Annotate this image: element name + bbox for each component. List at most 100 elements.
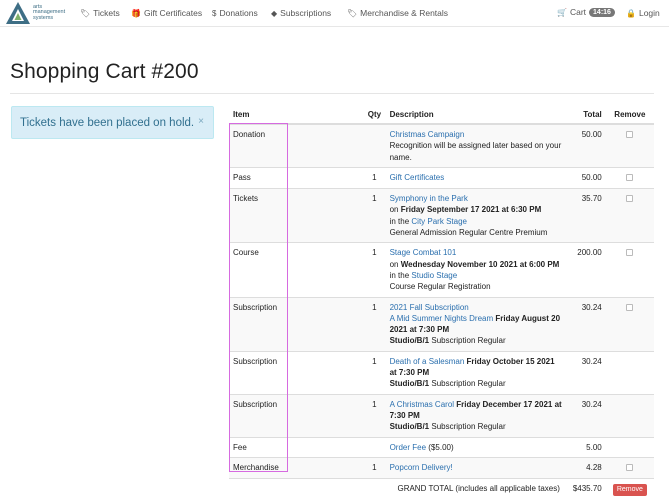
lock-icon: 🔒	[626, 8, 636, 18]
table-row: Subscription 1 A Christmas Carol Friday …	[229, 393, 654, 438]
row-total: 50.00	[565, 166, 606, 189]
row-item: Pass	[229, 166, 364, 189]
row-total: 30.24	[565, 350, 606, 395]
nav-merchandise[interactable]: 🏷 Merchandise & Rentals	[347, 8, 449, 18]
brand-text: arts management systems	[33, 3, 66, 21]
nav-subscriptions[interactable]: ◆ Subscriptions	[271, 8, 332, 18]
performance-link[interactable]: A Mid Summer Nights Dream	[389, 313, 494, 323]
page-title: Shopping Cart #200	[10, 60, 199, 83]
header-remove: Remove	[605, 107, 654, 125]
alert-message: Tickets have been placed on hold.	[20, 116, 195, 129]
row-remove	[605, 166, 654, 189]
table-row: Tickets 1 Symphony in the Park on Friday…	[229, 188, 654, 243]
row-item: Merchandise	[229, 456, 364, 479]
title-divider	[10, 93, 654, 94]
grand-total-label: GRAND TOTAL (includes all applicable tax…	[229, 478, 566, 500]
gift-icon: 🎁	[131, 8, 141, 18]
row-total: 4.28	[565, 456, 606, 479]
remove-button[interactable]: Remove	[612, 484, 647, 497]
row-description: Order Fee ($5.00)	[385, 436, 566, 458]
venue-link[interactable]: City Park Stage	[411, 216, 467, 226]
row-description: Death of a Salesman Friday October 15 20…	[385, 350, 566, 395]
row-total: 50.00	[565, 123, 606, 168]
row-qty: 1	[363, 296, 386, 352]
row-description: Gift Certificates	[385, 166, 566, 189]
item-link[interactable]: Symphony in the Park	[389, 194, 468, 204]
nav-tickets[interactable]: 🏷 Tickets	[80, 8, 120, 18]
remove-checkbox[interactable]	[626, 303, 634, 311]
row-description: A Christmas Carol Friday December 17 202…	[385, 393, 566, 438]
table-row: Subscription 1 Death of a Salesman Frida…	[229, 350, 654, 395]
top-navbar: arts management systems 🏷 Tickets 🎁 Gift C…	[0, 0, 669, 27]
remove-checkbox[interactable]	[626, 195, 634, 203]
row-total: 30.24	[565, 296, 606, 352]
row-item: Subscription	[229, 393, 364, 438]
row-item: Course	[229, 242, 364, 298]
item-link[interactable]: Order Fee	[389, 442, 427, 452]
row-total: 5.00	[565, 436, 606, 458]
grand-total-row: GRAND TOTAL (includes all applicable tax…	[229, 478, 654, 500]
row-description: Symphony in the Park on Friday September…	[385, 188, 566, 243]
header-qty: Qty	[363, 107, 386, 125]
item-link[interactable]: Gift Certificates	[389, 172, 445, 182]
grand-total-value: $435.70	[565, 478, 606, 500]
nav-donations[interactable]: $ Donations	[212, 8, 258, 18]
close-icon[interactable]: ×	[198, 116, 204, 127]
row-remove	[605, 393, 654, 438]
ticket-icon: 🏷	[80, 8, 91, 18]
row-qty	[363, 123, 386, 168]
row-description: Popcorn Delivery!	[385, 456, 566, 479]
row-remove	[605, 123, 654, 168]
brand-logo[interactable]: arts management systems	[5, 0, 75, 26]
row-remove	[605, 350, 654, 395]
header-item: Item	[229, 107, 364, 125]
venue-link[interactable]: Studio Stage	[411, 270, 458, 280]
performance-link[interactable]: A Christmas Carol	[389, 399, 455, 409]
item-link[interactable]: 2021 Fall Subscription	[389, 302, 469, 312]
row-qty: 1	[363, 350, 386, 395]
row-item: Tickets	[229, 188, 364, 243]
hold-alert: Tickets have been placed on hold. ×	[11, 106, 214, 139]
remove-checkbox[interactable]	[626, 249, 634, 257]
header-description: Description	[385, 107, 566, 125]
row-item: Fee	[229, 436, 364, 458]
table-row: Donation Christmas Campaign Recognition …	[229, 123, 654, 168]
row-qty: 1	[363, 166, 386, 189]
row-description: Stage Combat 101 on Wednesday November 1…	[385, 242, 566, 298]
remove-cell: Remove	[605, 478, 654, 500]
tags-icon: 🏷	[347, 8, 358, 18]
row-qty: 1	[363, 242, 386, 298]
nav-cart[interactable]: 🛒 Cart 14:16	[557, 7, 615, 17]
row-qty: 1	[363, 393, 386, 438]
header-total: Total	[565, 107, 606, 125]
row-item: Donation	[229, 123, 364, 168]
table-row: Subscription 1 2021 Fall Subscription A …	[229, 296, 654, 352]
row-total: 30.24	[565, 393, 606, 438]
row-item: Subscription	[229, 296, 364, 352]
dollar-icon: $	[212, 8, 217, 18]
row-remove	[605, 456, 654, 479]
row-description: Christmas Campaign Recognition will be a…	[385, 123, 566, 168]
item-link[interactable]: Stage Combat 101	[389, 248, 457, 258]
row-qty: 1	[363, 456, 386, 479]
remove-checkbox[interactable]	[626, 173, 634, 181]
nav-gift-certificates[interactable]: 🎁 Gift Certificates	[131, 8, 203, 18]
row-remove	[605, 436, 654, 458]
row-total: 200.00	[565, 242, 606, 298]
row-qty	[363, 436, 386, 458]
item-link[interactable]: Popcorn Delivery!	[389, 462, 453, 472]
leaf-icon: ◆	[271, 8, 278, 18]
row-description: 2021 Fall Subscription A Mid Summer Nigh…	[385, 296, 566, 352]
row-total: 35.70	[565, 188, 606, 243]
remove-checkbox[interactable]	[626, 463, 634, 471]
table-header-row: Item Qty Description Total Remove	[229, 107, 654, 125]
nav-login[interactable]: 🔒 Login	[626, 8, 660, 18]
remove-checkbox[interactable]	[626, 131, 634, 138]
item-link[interactable]: Christmas Campaign	[389, 130, 465, 139]
table-row: Course 1 Stage Combat 101 on Wednesday N…	[229, 242, 654, 298]
cart-table: Item Qty Description Total Remove Donati…	[229, 107, 654, 500]
logo-icon	[6, 2, 30, 24]
performance-link[interactable]: Death of a Salesman	[389, 356, 465, 366]
row-remove	[605, 188, 654, 243]
cart-icon: 🛒	[557, 7, 567, 17]
